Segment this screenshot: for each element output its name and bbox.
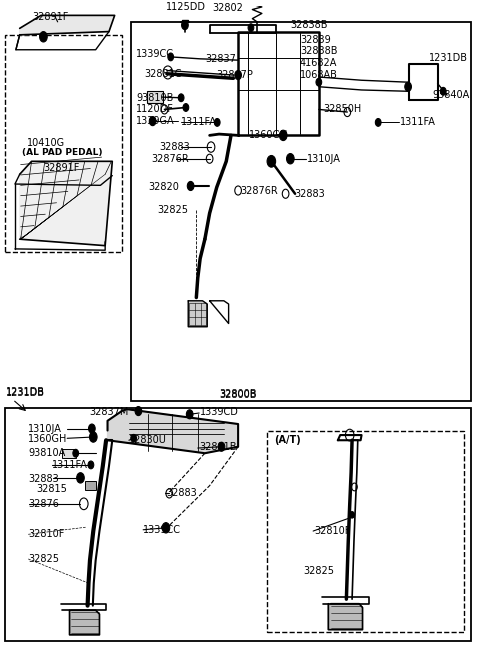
Polygon shape	[20, 15, 115, 35]
Text: 32883: 32883	[160, 142, 191, 152]
Text: 32847P: 32847P	[217, 70, 253, 80]
Text: 1339CC: 1339CC	[143, 525, 181, 534]
Polygon shape	[328, 604, 362, 629]
Text: 32838B: 32838B	[300, 47, 337, 56]
Circle shape	[375, 119, 381, 126]
Circle shape	[162, 523, 170, 533]
Circle shape	[215, 119, 220, 126]
Text: 32802: 32802	[212, 3, 243, 14]
Circle shape	[183, 103, 189, 111]
Text: 1120DF: 1120DF	[136, 104, 174, 115]
Bar	[131, 22, 471, 402]
Text: 32876R: 32876R	[152, 154, 190, 164]
Text: 32810F: 32810F	[28, 529, 65, 539]
Circle shape	[279, 130, 287, 141]
Text: 1360GH: 1360GH	[249, 130, 288, 140]
Circle shape	[88, 461, 94, 469]
Circle shape	[89, 432, 97, 442]
Circle shape	[178, 94, 184, 102]
Circle shape	[248, 24, 254, 31]
Text: 32830U: 32830U	[128, 436, 166, 445]
Text: 1339CD: 1339CD	[200, 407, 239, 417]
Text: 32883: 32883	[28, 474, 59, 484]
Text: 1068AB: 1068AB	[300, 70, 338, 81]
Text: 1360GH: 1360GH	[28, 434, 68, 444]
Text: 32825: 32825	[28, 554, 59, 564]
FancyBboxPatch shape	[147, 91, 163, 103]
Circle shape	[287, 153, 294, 164]
Text: 1339CC: 1339CC	[136, 49, 174, 60]
Text: 32815: 32815	[36, 484, 67, 494]
Circle shape	[267, 155, 276, 167]
Polygon shape	[108, 409, 238, 453]
Text: 32881B: 32881B	[199, 441, 237, 452]
Text: 1231DB: 1231DB	[430, 52, 468, 62]
Text: 1339GA: 1339GA	[136, 116, 175, 126]
Text: 1310JA: 1310JA	[307, 154, 341, 164]
Circle shape	[40, 31, 47, 42]
Text: 32839: 32839	[300, 35, 331, 45]
Circle shape	[235, 71, 241, 80]
Text: 32838B: 32838B	[290, 20, 328, 30]
Circle shape	[149, 117, 156, 126]
Polygon shape	[70, 610, 99, 635]
Text: 32883: 32883	[166, 489, 197, 498]
Text: 1125DD: 1125DD	[166, 2, 206, 12]
FancyBboxPatch shape	[62, 449, 76, 458]
Circle shape	[135, 407, 142, 416]
Circle shape	[316, 79, 322, 86]
FancyBboxPatch shape	[85, 481, 96, 490]
Bar	[5, 408, 471, 641]
Circle shape	[73, 449, 79, 457]
Polygon shape	[20, 161, 112, 246]
Bar	[266, 430, 464, 631]
Text: 1311FA: 1311FA	[181, 117, 217, 128]
Text: 1231DB: 1231DB	[6, 388, 46, 398]
Text: 32891F: 32891F	[43, 163, 80, 173]
Text: 93840A: 93840A	[433, 90, 470, 100]
Circle shape	[131, 434, 136, 442]
Text: 32837M: 32837M	[90, 407, 129, 417]
Text: 32883: 32883	[294, 189, 325, 198]
Text: 32837: 32837	[205, 54, 236, 64]
Text: 32850H: 32850H	[324, 104, 362, 115]
Text: 32891F: 32891F	[32, 12, 69, 22]
Circle shape	[168, 53, 174, 61]
Text: 32825: 32825	[304, 567, 335, 576]
Text: 41682A: 41682A	[300, 58, 337, 68]
Text: 1311FA: 1311FA	[52, 460, 88, 470]
Text: (A/T): (A/T)	[274, 435, 300, 445]
Circle shape	[187, 181, 194, 191]
Text: 32876: 32876	[28, 499, 59, 509]
Text: (AL PAD PEDAL): (AL PAD PEDAL)	[22, 148, 103, 157]
Circle shape	[186, 410, 193, 419]
Text: 32800B: 32800B	[219, 389, 257, 400]
Text: 10410G: 10410G	[27, 138, 65, 148]
Text: 32800B: 32800B	[219, 390, 257, 400]
Circle shape	[440, 87, 446, 95]
Text: 93810A: 93810A	[28, 448, 65, 458]
Text: 1311FA: 1311FA	[399, 117, 435, 128]
Text: 1310JA: 1310JA	[28, 424, 62, 434]
Circle shape	[88, 424, 95, 433]
Bar	[5, 35, 122, 252]
Polygon shape	[188, 301, 207, 327]
Text: 32825: 32825	[157, 205, 188, 215]
Text: 32881C: 32881C	[144, 69, 181, 79]
Text: 32820: 32820	[148, 182, 179, 193]
Circle shape	[181, 20, 188, 29]
Text: 32810F: 32810F	[314, 526, 350, 536]
Text: 32876R: 32876R	[240, 185, 278, 196]
Circle shape	[405, 82, 411, 91]
Circle shape	[350, 512, 354, 518]
Circle shape	[77, 473, 84, 483]
Text: 93810B: 93810B	[136, 93, 173, 103]
Text: 1231DB: 1231DB	[6, 387, 46, 397]
Circle shape	[218, 442, 225, 451]
